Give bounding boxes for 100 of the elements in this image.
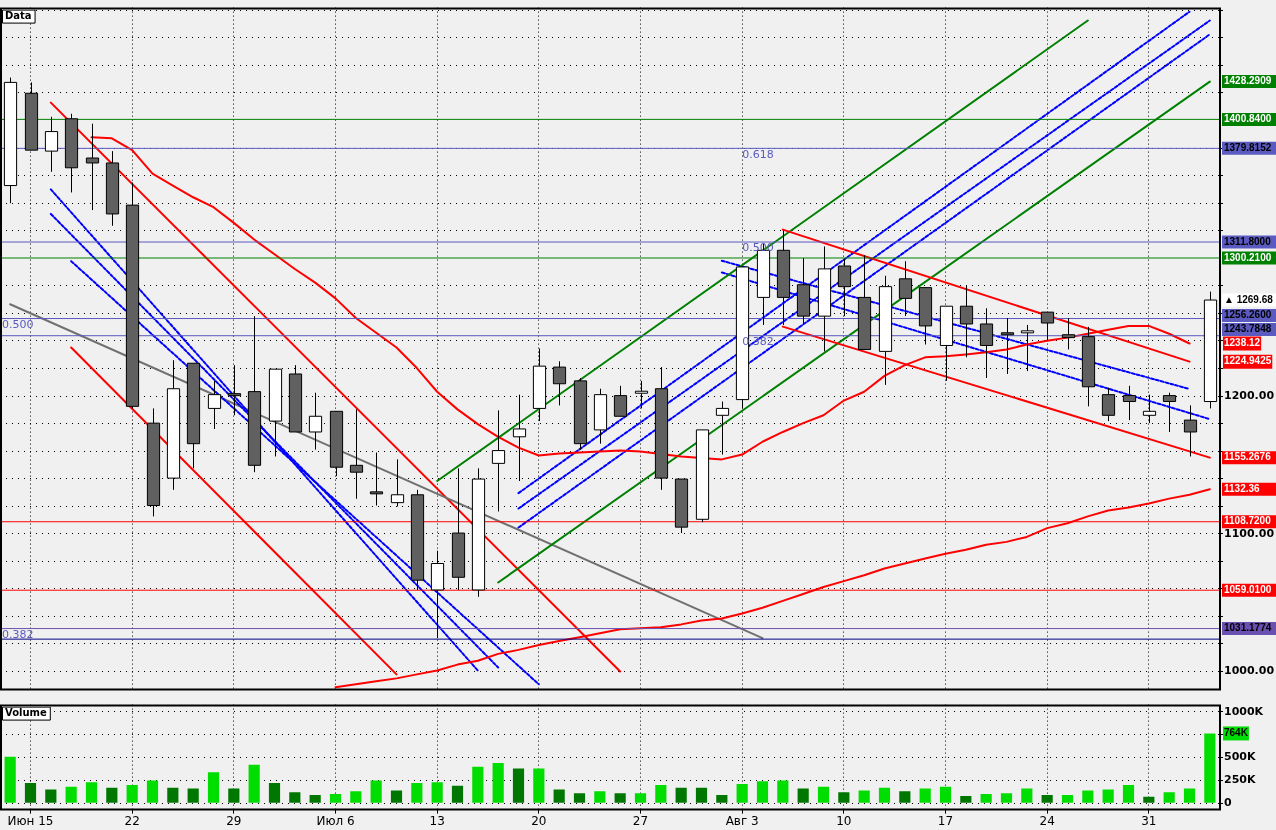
x-tick-label: 27: [632, 813, 649, 828]
bar: [838, 792, 850, 803]
bar: [309, 794, 321, 803]
bar: [1204, 733, 1216, 803]
y-tick-label: 1000K: [1224, 704, 1264, 718]
data-label: 1155.2676: [1224, 451, 1272, 463]
y-tick-label: 1000.00: [1224, 664, 1275, 678]
bar: [45, 789, 57, 803]
ref-line-label: 1400.8400: [1224, 113, 1272, 125]
bar: [614, 793, 626, 803]
bar: [472, 766, 484, 803]
bar: [736, 784, 748, 803]
y-tick-label: 1224.9425: [1224, 355, 1272, 367]
ref-line-label: 1311.8000: [1224, 235, 1272, 247]
bar: [228, 788, 240, 803]
ref-line-label: 1256.2600: [1224, 309, 1272, 321]
ref-line-label: 1379.8152: [1224, 142, 1272, 154]
bar: [1163, 792, 1175, 803]
x-tick-label: 17: [937, 813, 954, 828]
bar: [248, 764, 260, 803]
bar: [980, 794, 992, 803]
bar: [1143, 796, 1155, 803]
bar: [1183, 788, 1196, 803]
bar: [817, 786, 830, 803]
bar: [146, 780, 159, 803]
ref-line-label: 1108.7200: [1224, 515, 1272, 527]
bar: [1041, 794, 1053, 803]
y-tick-label: 500K: [1224, 750, 1256, 764]
bar: [1122, 784, 1135, 803]
y-tick-label: 250K: [1224, 773, 1256, 787]
x-tick-label: 29: [226, 813, 242, 828]
chart-title: Volume: [5, 707, 48, 719]
y-tick-label: 1100.00: [1224, 526, 1275, 540]
bar: [187, 788, 199, 803]
bar: [1000, 793, 1013, 803]
bar: [960, 795, 972, 803]
bar: [4, 756, 16, 803]
bar: [85, 782, 98, 803]
data-label: 1132.36: [1224, 482, 1261, 494]
bar: [634, 793, 647, 803]
bar: [451, 785, 464, 803]
bar: [289, 792, 301, 803]
bar: [899, 791, 911, 803]
x-tick-label: Июн 15: [7, 813, 54, 828]
y-tick-label: 0: [1224, 796, 1232, 810]
annotation: 0.500: [2, 317, 34, 331]
bar: [390, 790, 403, 803]
x-tick-label: 20: [531, 813, 547, 828]
x-tick-label: 13: [429, 813, 445, 828]
bar: [695, 787, 708, 803]
bar: [756, 781, 769, 803]
bar: [370, 780, 382, 803]
x-tick-label: Июл 6: [316, 813, 355, 828]
y-tick-label: 1238.12: [1224, 337, 1261, 349]
bar: [1082, 790, 1094, 803]
bar: [492, 763, 504, 803]
ref-line-label: 1031.1774: [1224, 622, 1272, 634]
bar: [167, 787, 179, 803]
ref-line-label: 1059.0100: [1224, 583, 1272, 595]
bar: [65, 786, 77, 803]
bar: [655, 784, 667, 803]
x-tick-label: 22: [124, 813, 140, 828]
bar: [878, 787, 891, 803]
x-tick-label: 24: [1039, 813, 1055, 828]
bar: [797, 788, 809, 803]
bar: [675, 787, 687, 803]
bar: [939, 786, 952, 803]
bar: [329, 794, 342, 803]
text: ▲ 1269.68: [1224, 293, 1273, 305]
y-tick-label: 1200.00: [1224, 388, 1275, 402]
x-tick-label: 10: [836, 813, 852, 828]
bar: [533, 768, 545, 803]
data-label: 1428.2909: [1224, 75, 1272, 87]
bar: [777, 780, 789, 803]
bar: [106, 787, 118, 803]
ref-line-label: 1300.2100: [1224, 251, 1272, 263]
x-tick-label: Авг 3: [725, 813, 759, 828]
bar: [1102, 789, 1114, 803]
bar: [1061, 794, 1074, 803]
annotation: 0.618: [742, 147, 774, 161]
bar: [716, 794, 728, 803]
annotation: 0.382: [2, 627, 34, 641]
bar: [594, 791, 606, 803]
chart-title: Data: [5, 10, 32, 22]
x-tick-label: 31: [1141, 813, 1157, 828]
bar: [207, 772, 220, 803]
y-tick-label: 764K: [1224, 727, 1249, 739]
bar: [411, 783, 423, 803]
bar: [268, 783, 281, 803]
bar: [431, 782, 443, 803]
ref-line-label: 1243.7848: [1224, 323, 1272, 335]
bar: [919, 788, 931, 803]
bar: [573, 793, 586, 803]
bar: [1021, 788, 1033, 803]
bar: [24, 783, 37, 803]
bar: [553, 789, 565, 803]
bar: [512, 768, 525, 803]
bar: [858, 790, 870, 803]
bar: [126, 784, 138, 803]
bar: [350, 791, 362, 803]
